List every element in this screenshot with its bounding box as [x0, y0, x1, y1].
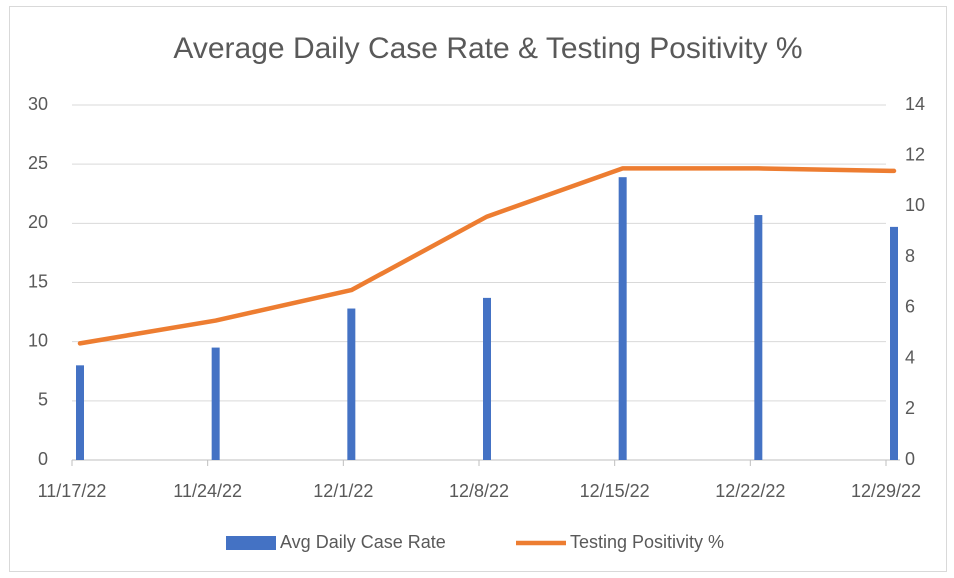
x-tick-label: 12/8/22 — [449, 481, 509, 501]
chart-title: Average Daily Case Rate & Testing Positi… — [173, 32, 802, 65]
legend-label: Avg Daily Case Rate — [280, 532, 446, 552]
bar — [211, 347, 220, 460]
y-tick-label: 20 — [28, 212, 48, 232]
y2-tick-label: 2 — [905, 398, 915, 418]
legend-label: Testing Positivity % — [570, 532, 724, 552]
x-tick-label: 11/24/22 — [173, 481, 242, 501]
y-tick-label: 15 — [28, 271, 48, 291]
y-tick-label: 5 — [38, 390, 48, 410]
y2-tick-label: 12 — [905, 144, 925, 164]
y2-tick-label: 0 — [905, 449, 915, 469]
x-tick-label: 11/17/22 — [38, 481, 107, 501]
bar — [76, 365, 84, 460]
x-tick-label: 12/29/22 — [851, 481, 921, 501]
y2-tick-label: 6 — [905, 297, 915, 317]
y2-tick-label: 10 — [905, 195, 925, 215]
y2-tick-label: 14 — [905, 94, 925, 114]
bar — [754, 215, 763, 460]
bar — [347, 308, 356, 460]
y-tick-label: 30 — [28, 94, 48, 114]
line — [77, 166, 897, 346]
y-tick-label: 10 — [28, 330, 48, 350]
chart-border — [9, 6, 947, 572]
bar — [483, 297, 491, 460]
y2-tick-label: 8 — [905, 246, 915, 266]
y2-tick-label: 4 — [905, 347, 915, 367]
y-tick-label: 0 — [38, 449, 48, 469]
bar — [890, 226, 898, 460]
bar — [618, 177, 627, 460]
x-tick-label: 12/15/22 — [580, 481, 650, 501]
x-tick-label: 12/1/22 — [313, 481, 373, 501]
x-tick-label: 12/22/22 — [715, 481, 785, 501]
legend-swatch — [226, 536, 276, 550]
y-tick-label: 25 — [28, 153, 48, 173]
